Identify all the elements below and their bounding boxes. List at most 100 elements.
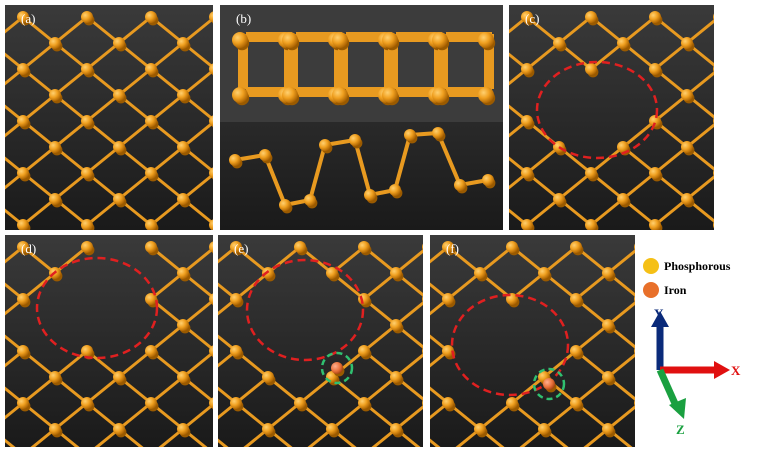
atom xyxy=(232,32,248,48)
atom xyxy=(113,193,125,205)
atom xyxy=(748,93,759,104)
legend-label: Iron xyxy=(664,283,687,297)
bond xyxy=(118,171,152,201)
atom xyxy=(637,245,648,256)
bond xyxy=(509,67,528,86)
atom xyxy=(442,293,454,305)
atom xyxy=(474,423,486,435)
bond xyxy=(218,349,237,368)
panel: (b) xyxy=(220,5,503,230)
atom xyxy=(698,345,710,357)
atom xyxy=(701,297,712,308)
atom xyxy=(230,241,242,253)
atom xyxy=(17,293,29,305)
bond xyxy=(704,377,736,403)
bond xyxy=(575,375,609,405)
bond xyxy=(751,199,759,225)
atom xyxy=(209,11,213,23)
atom xyxy=(617,37,629,49)
bond xyxy=(719,17,751,43)
bond xyxy=(686,175,714,201)
atom xyxy=(145,219,157,230)
bond xyxy=(150,323,184,353)
atom xyxy=(669,375,680,386)
atom xyxy=(543,378,555,390)
bond xyxy=(86,145,120,175)
atom xyxy=(49,371,61,383)
atom xyxy=(617,193,629,205)
bond xyxy=(22,271,56,301)
atom xyxy=(553,193,565,205)
atom xyxy=(570,241,582,253)
atom xyxy=(733,271,744,282)
atom xyxy=(701,349,712,360)
bond xyxy=(395,405,423,431)
atom xyxy=(177,267,189,279)
atom xyxy=(49,141,61,153)
atom xyxy=(538,423,550,435)
panel-label: (d) xyxy=(21,241,36,256)
atom xyxy=(81,63,93,75)
bond xyxy=(751,121,759,147)
atom xyxy=(17,63,29,75)
bond xyxy=(182,402,213,431)
atom xyxy=(145,345,157,357)
atom xyxy=(209,241,213,253)
bond xyxy=(30,427,56,447)
bond xyxy=(158,427,184,447)
atom xyxy=(602,267,614,279)
bond xyxy=(150,197,184,227)
bond xyxy=(182,298,213,327)
atom xyxy=(319,139,331,151)
atom xyxy=(649,63,661,75)
bond xyxy=(5,119,24,138)
atom xyxy=(259,149,271,161)
bond xyxy=(54,401,88,431)
bond xyxy=(704,325,736,351)
atom xyxy=(634,295,635,303)
bond xyxy=(654,41,688,71)
atom xyxy=(358,293,370,305)
bond xyxy=(5,156,24,175)
bond xyxy=(430,245,449,264)
bond xyxy=(509,52,528,71)
bond xyxy=(395,353,423,379)
bond xyxy=(218,438,229,447)
atom xyxy=(521,63,533,75)
atom xyxy=(602,371,614,383)
atom xyxy=(422,347,423,355)
bond xyxy=(751,69,759,95)
bond xyxy=(118,119,152,149)
bond xyxy=(543,349,577,379)
atom xyxy=(294,397,306,409)
bond xyxy=(363,323,397,353)
bond xyxy=(704,299,736,325)
bond xyxy=(5,171,24,190)
bond xyxy=(607,405,635,431)
atom xyxy=(442,345,454,357)
panel: (f) xyxy=(430,235,744,447)
bond xyxy=(299,375,333,405)
bond xyxy=(150,93,184,123)
bond xyxy=(331,401,365,431)
bond xyxy=(672,299,704,325)
bond xyxy=(704,273,736,299)
panel-bg xyxy=(430,235,635,447)
bond xyxy=(622,171,656,201)
atom xyxy=(570,345,582,357)
bond xyxy=(583,427,609,447)
atom xyxy=(713,117,714,125)
atom xyxy=(730,319,742,331)
defect-ring xyxy=(450,293,570,397)
atom xyxy=(442,241,454,253)
atom xyxy=(681,141,693,153)
atom xyxy=(17,115,29,127)
atom xyxy=(716,171,727,182)
bond xyxy=(218,297,237,316)
atom xyxy=(649,167,661,179)
bond xyxy=(86,41,120,71)
atom xyxy=(177,371,189,383)
bond xyxy=(640,403,672,429)
atom xyxy=(602,319,614,331)
bond xyxy=(607,301,635,327)
